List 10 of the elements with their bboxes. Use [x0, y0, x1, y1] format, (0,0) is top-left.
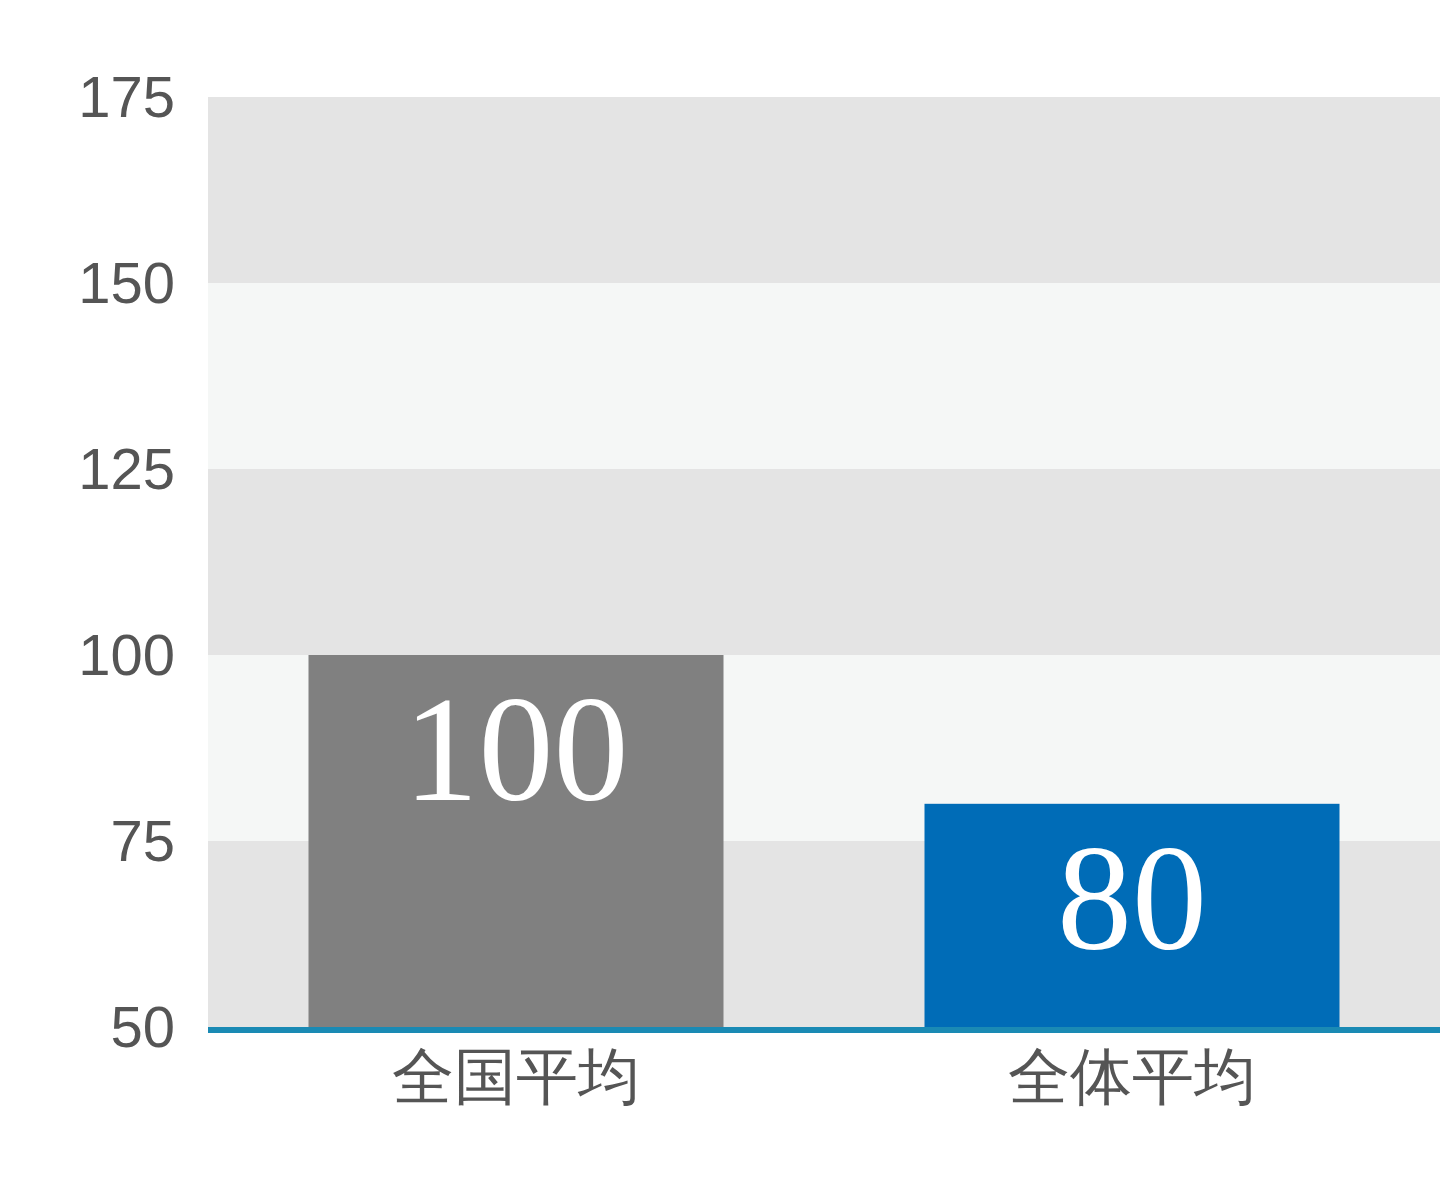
- y-tick-label: 175: [78, 64, 175, 129]
- y-tick-label: 75: [110, 808, 175, 873]
- y-tick-label: 150: [78, 250, 175, 315]
- y-tick-label: 100: [78, 622, 175, 687]
- x-tick-label: 全体平均: [1008, 1042, 1256, 1111]
- x-tick-label: 全国平均: [392, 1042, 640, 1111]
- data-label: 80: [1057, 814, 1207, 981]
- y-tick-label: 50: [110, 994, 175, 1059]
- y-tick-label: 125: [78, 436, 175, 501]
- data-label: 100: [403, 666, 629, 832]
